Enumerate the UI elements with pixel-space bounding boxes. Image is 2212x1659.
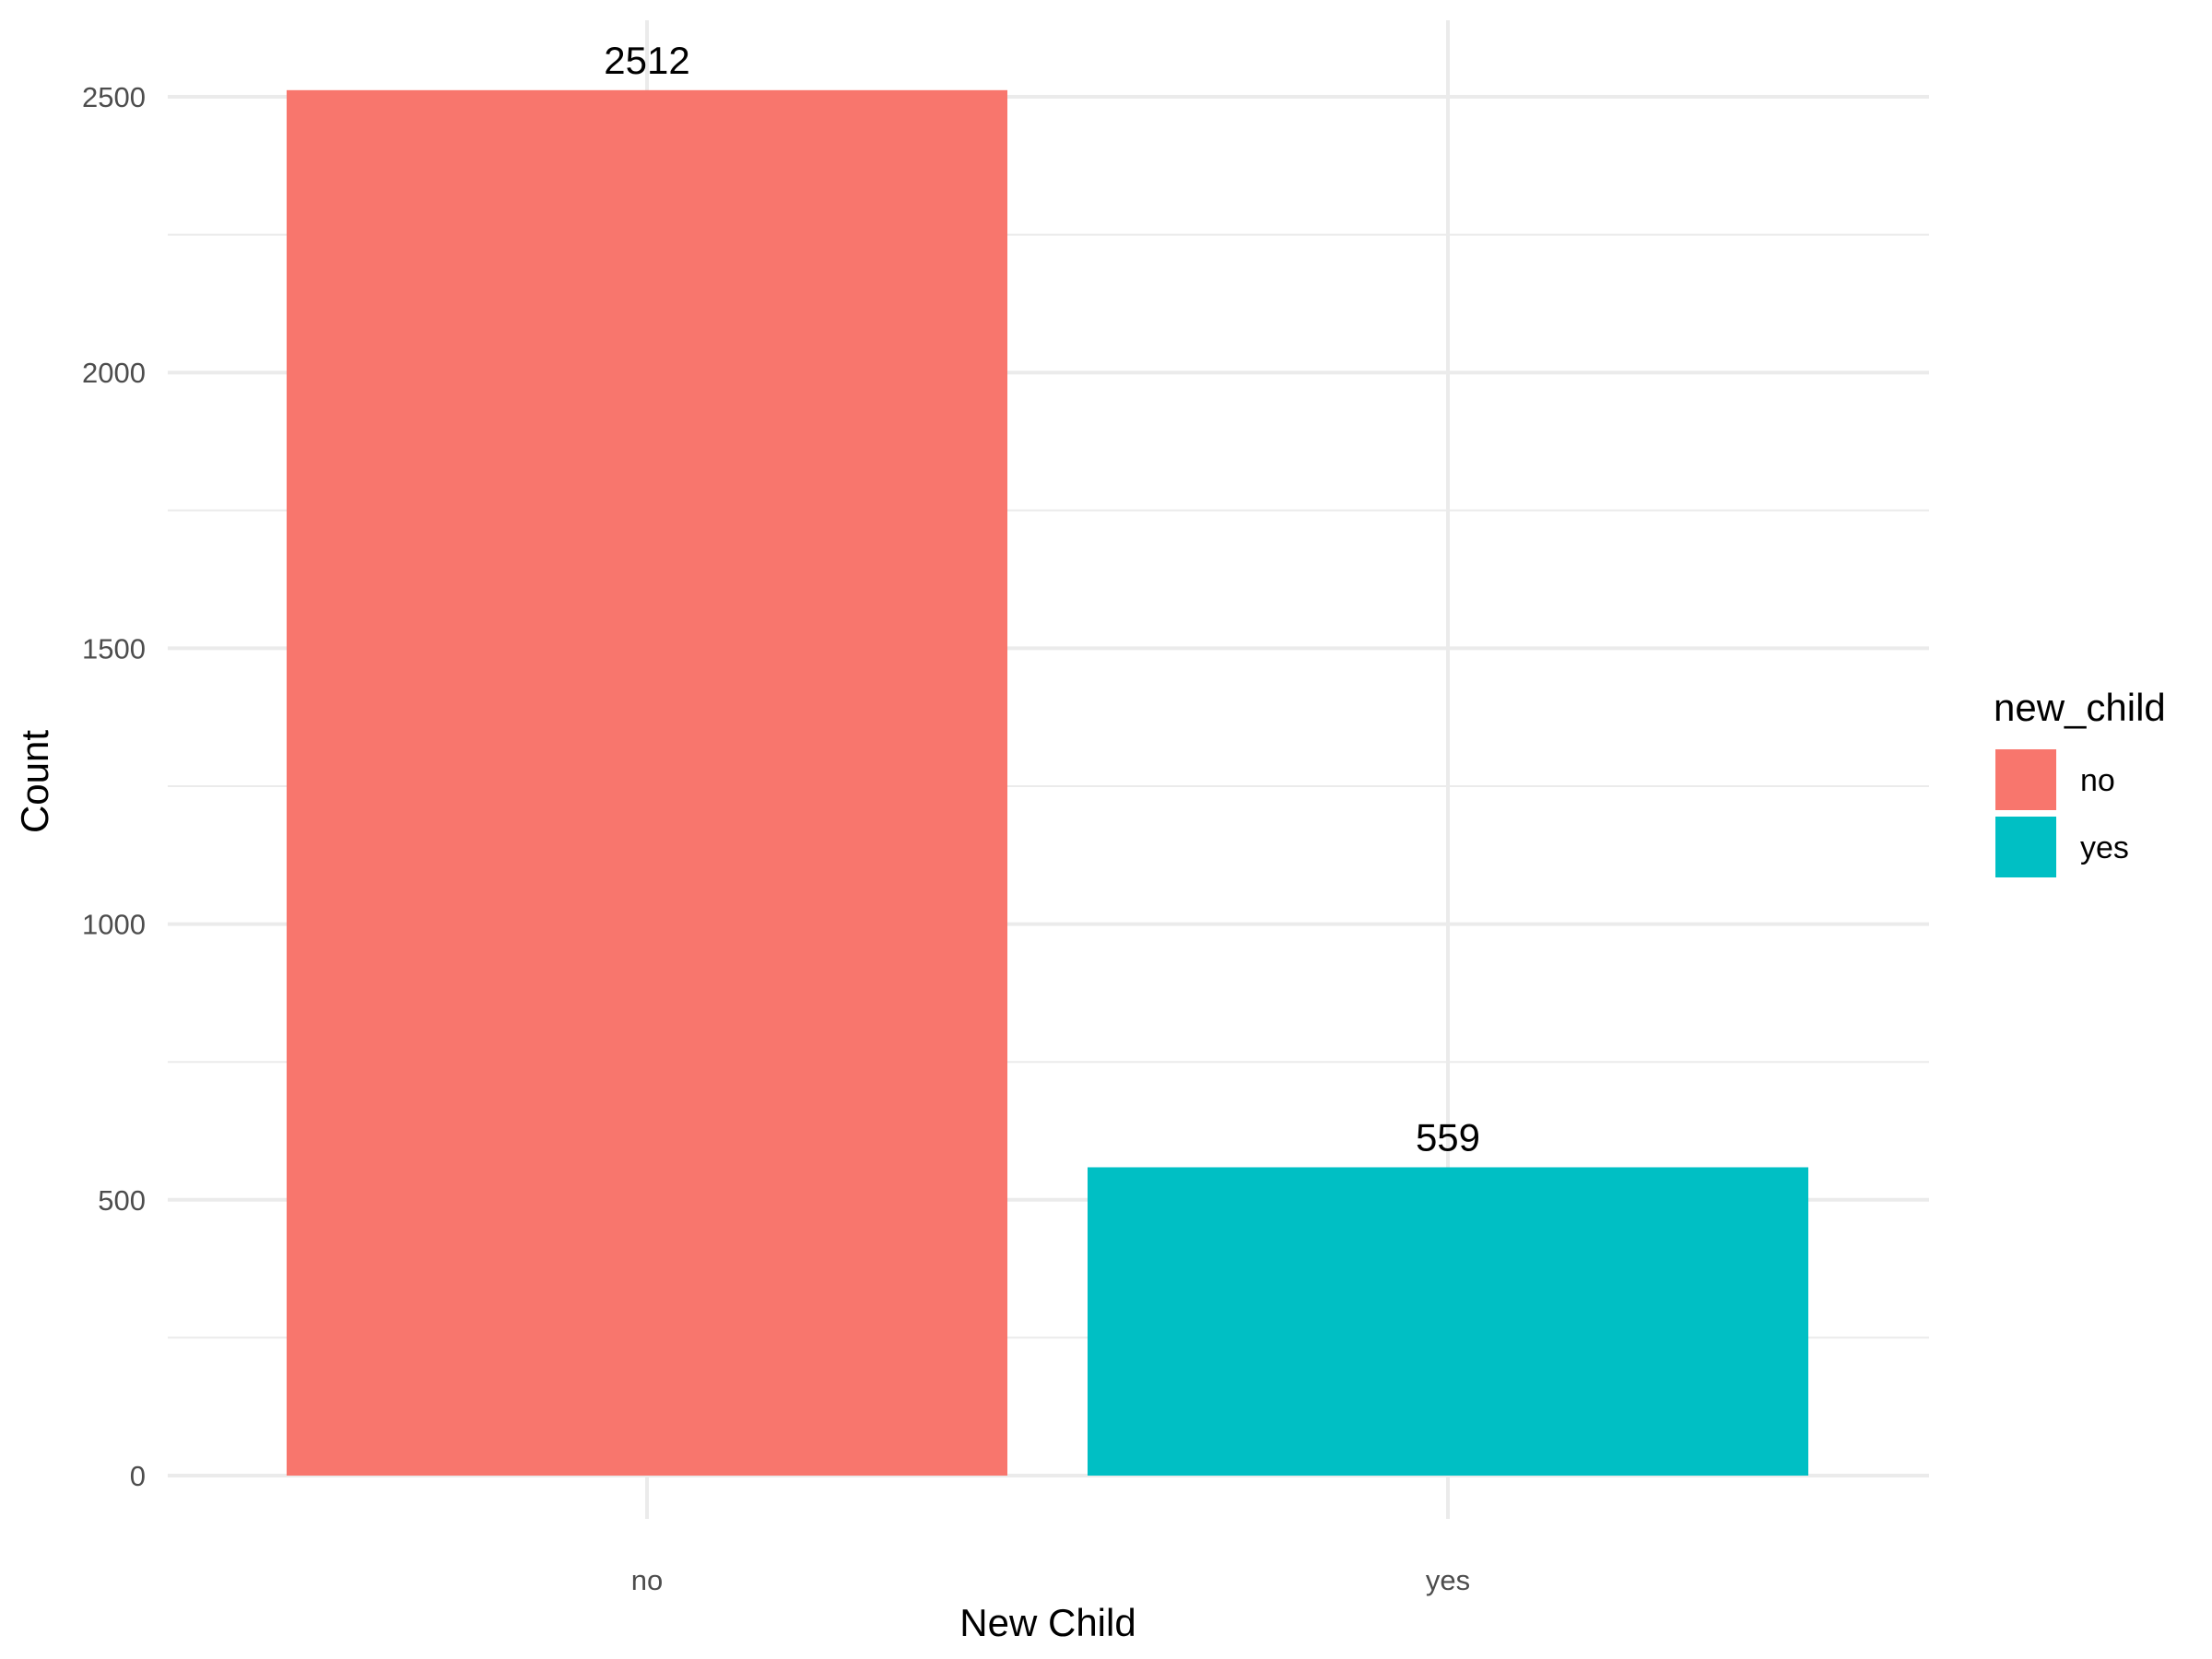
bar-yes [1088, 1167, 1808, 1476]
legend-label-no: no [2080, 763, 2115, 798]
y-tick-label: 1000 [82, 909, 146, 941]
legend-title: new_child [1994, 686, 2166, 729]
legend-label-yes: yes [2080, 830, 2129, 865]
x-tick-label-yes: yes [1426, 1564, 1470, 1596]
legend-key-no [1995, 749, 2056, 810]
legend: new_child no yes [1994, 686, 2166, 877]
data-label-yes: 559 [1416, 1115, 1480, 1159]
legend-key-yes [1995, 817, 2056, 877]
axis-ticks: no yes 0 500 1000 1500 2000 2500 [82, 81, 1470, 1596]
y-tick-label: 2500 [82, 81, 146, 113]
data-labels: 2512 559 [604, 39, 1480, 1159]
y-axis-title: Count [13, 730, 56, 833]
bars [287, 89, 1808, 1476]
y-tick-label: 2000 [82, 357, 146, 389]
legend-items: no yes [1995, 749, 2129, 877]
x-axis-title: New Child [959, 1601, 1135, 1644]
data-label-no: 2512 [604, 39, 689, 82]
y-tick-label: 0 [130, 1460, 146, 1492]
bar-no [287, 89, 1007, 1476]
x-tick-label-no: no [631, 1564, 663, 1596]
y-tick-label: 1500 [82, 632, 146, 665]
y-tick-label: 500 [98, 1184, 146, 1217]
